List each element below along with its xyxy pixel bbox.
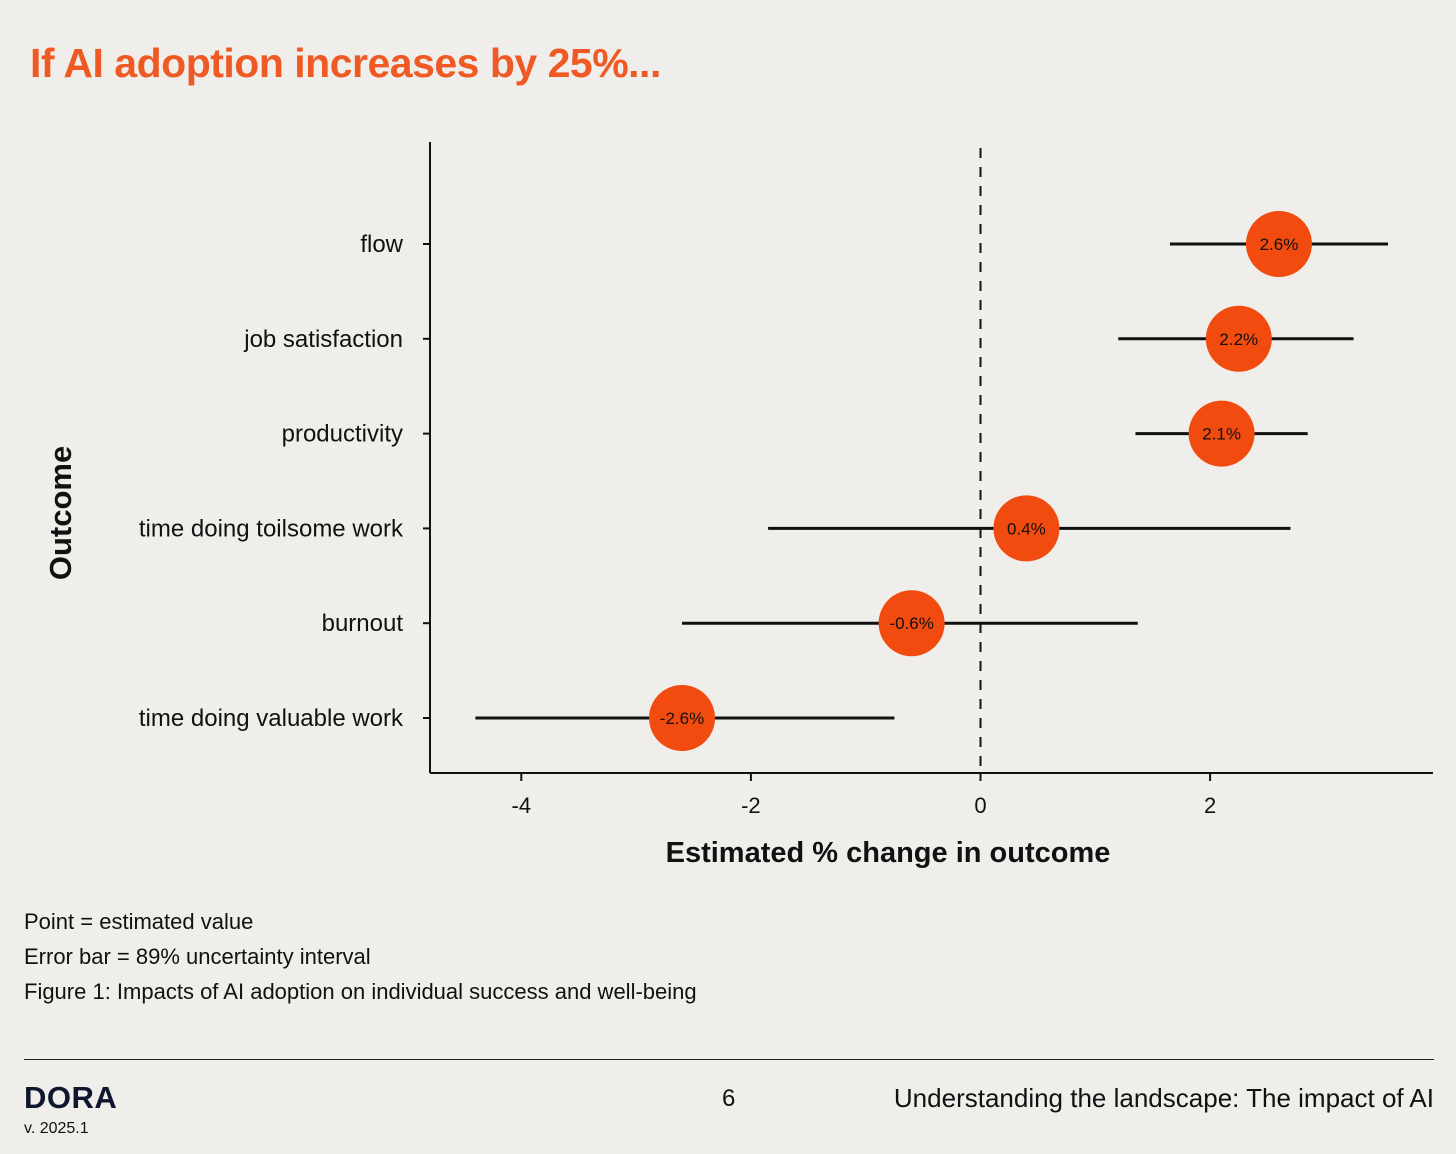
point-value-label: 2.6% <box>1260 235 1299 254</box>
footer-divider <box>24 1059 1434 1060</box>
section-title: Understanding the landscape: The impact … <box>893 1083 1434 1113</box>
y-tick-label: burnout <box>322 610 404 637</box>
y-tick-label: productivity <box>282 421 403 448</box>
point-value-label: -2.6% <box>660 709 704 728</box>
estimate-point <box>1245 211 1312 277</box>
figure-notes: Point = estimated value Error bar = 89% … <box>24 904 697 1009</box>
estimate-point <box>649 685 716 751</box>
y-tick-label: job satisfaction <box>243 326 403 353</box>
outcome-impact-chart: -4 -2 0 2 Estimated % change in outcome Outco… <box>43 142 1433 869</box>
page-title: If AI adoption increases by 25%... <box>30 40 661 86</box>
estimate-point <box>993 495 1060 562</box>
figure-caption: Figure 1: Impacts of AI adoption on indi… <box>24 979 697 1004</box>
x-tick-label: 0 <box>974 793 986 818</box>
x-tick-label: -2 <box>741 793 761 818</box>
estimate-point <box>1205 305 1272 372</box>
estimate-point <box>1188 400 1255 467</box>
point-value-label: 0.4% <box>1007 519 1046 538</box>
y-axis-title: Outcome <box>43 446 78 580</box>
point-value-label: 2.2% <box>1219 330 1258 349</box>
point-value-label: -0.6% <box>889 614 933 633</box>
page-number: 6 <box>722 1085 736 1112</box>
x-axis-title: Estimated % change in outcome <box>666 837 1111 869</box>
dora-logo: DORA <box>24 1080 118 1115</box>
y-tick-label: flow <box>360 231 403 258</box>
version-label: v. 2025.1 <box>24 1120 89 1137</box>
y-tick-label: time doing toilsome work <box>139 515 404 542</box>
note-error-bar-legend: Error bar = 89% uncertainty interval <box>24 944 371 969</box>
estimate-point <box>878 590 945 657</box>
x-tick-label: 2 <box>1204 793 1216 818</box>
note-point-legend: Point = estimated value <box>24 909 254 934</box>
x-tick-label: -4 <box>512 793 532 818</box>
y-tick-label: time doing valuable work <box>139 705 404 732</box>
point-value-label: 2.1% <box>1202 425 1241 444</box>
